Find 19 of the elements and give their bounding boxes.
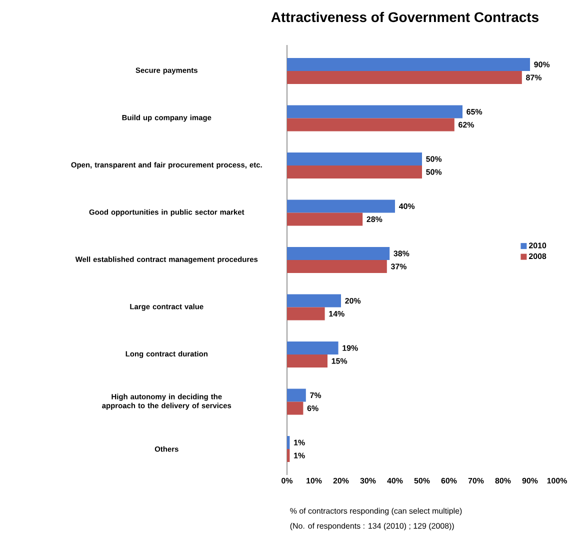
bar <box>287 436 290 450</box>
bar <box>287 166 422 179</box>
bar <box>287 105 463 118</box>
bar <box>287 200 395 213</box>
bar <box>287 58 530 71</box>
bar <box>287 152 422 166</box>
chart-title: Attractiveness of Government Contracts <box>271 12 538 22</box>
bar <box>287 260 387 274</box>
bar <box>287 118 454 132</box>
bar <box>287 307 325 320</box>
bar <box>287 294 341 308</box>
bar <box>287 247 390 260</box>
bar <box>287 449 290 462</box>
bar <box>287 342 338 355</box>
bar <box>287 388 306 402</box>
bar <box>287 70 522 84</box>
bar <box>287 402 304 415</box>
bar <box>287 354 328 368</box>
bar <box>287 212 363 226</box>
